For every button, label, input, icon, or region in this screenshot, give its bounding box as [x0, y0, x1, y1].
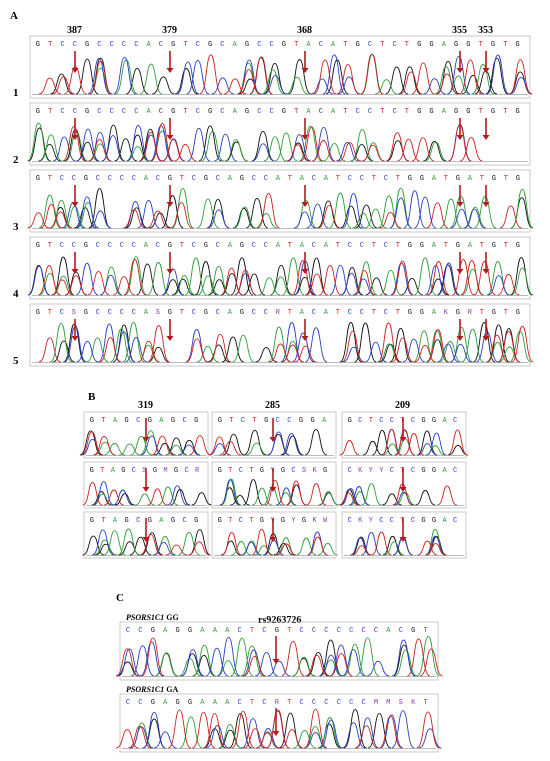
- panel-b-arrow: [399, 418, 407, 442]
- panel-a-arrow: [301, 319, 309, 341]
- panel-a-row-number: 5: [13, 355, 19, 367]
- panel-a-arrow: [456, 185, 464, 207]
- panel-b-position-label: 285: [265, 400, 280, 411]
- panel-a-arrow: [482, 252, 490, 274]
- panel-b-arrow: [142, 518, 150, 542]
- panel-a-position-label: 387: [67, 25, 82, 36]
- panel-a-arrow: [166, 185, 174, 207]
- panel-a-arrow: [482, 185, 490, 207]
- panel-b-trace-frame: [83, 411, 209, 459]
- panel-b-trace-frame: [341, 511, 467, 559]
- panel-b-arrow: [269, 418, 277, 442]
- panel-a-arrow: [71, 319, 79, 341]
- panel-c-trace-frame: [119, 621, 439, 681]
- panel-a-trace-frame: [29, 102, 531, 166]
- panel-a-trace-frame: [29, 169, 531, 233]
- panel-a-arrow: [71, 51, 79, 73]
- panel-a-arrow: [456, 252, 464, 274]
- panel-b-position-label: 319: [138, 400, 153, 411]
- panel-a-row-number: 3: [13, 221, 19, 233]
- panel-a-arrow: [301, 185, 309, 207]
- panel-c-letter: C: [116, 592, 124, 604]
- panel-a-arrow: [166, 319, 174, 341]
- panel-a-letter: A: [10, 10, 18, 22]
- panel-b-trace-frame: [341, 411, 467, 459]
- panel-a-position-label: 379: [162, 25, 177, 36]
- panel-a-arrow: [166, 51, 174, 73]
- panel-a-arrow: [482, 319, 490, 341]
- panel-c-arrow: [272, 636, 280, 664]
- panel-a-position-label: 368: [297, 25, 312, 36]
- panel-a-arrow: [456, 118, 464, 140]
- panel-a-position-label: 355: [452, 25, 467, 36]
- panel-a-arrow: [301, 51, 309, 73]
- panel-a: 387 379 368 355 353 G T C C G C C C C A C G T C G C A G C C G T A C A…: [13, 25, 534, 367]
- panel-c-sample-label: PSORS1C1 GG: [126, 613, 179, 622]
- panel-a-arrow: [482, 51, 490, 73]
- panel-b-trace-frame: [211, 411, 337, 459]
- panel-a-arrow: [482, 118, 490, 140]
- panel-a-arrow: [71, 252, 79, 274]
- panel-a-arrow: [301, 118, 309, 140]
- panel-b-trace-frame: [211, 461, 337, 509]
- panel-b-arrow: [269, 518, 277, 542]
- panel-b: 319285209GTAGCGAGCGGTCTGCCGGAGCTCCTCGGAC…: [79, 400, 468, 559]
- panel-a-trace-frame: [29, 236, 531, 300]
- panel-a-arrow: [301, 252, 309, 274]
- panel-a-position-label: 353: [478, 25, 493, 36]
- panel-b-trace-frame: [211, 511, 337, 559]
- panel-b-trace-frame: [83, 461, 209, 509]
- panel-c: rs9263726 PSORS1C1 GG C C G A G G A A A C T C G T C C C C C C…: [115, 613, 443, 753]
- panel-b-arrow: [269, 468, 277, 492]
- panel-a-arrow: [456, 51, 464, 73]
- panel-a-arrow: [166, 118, 174, 140]
- panel-c-trace-frame: [119, 693, 439, 753]
- panel-a-row-number: 4: [13, 288, 19, 300]
- panel-b-arrow: [399, 468, 407, 492]
- panel-a-arrow: [71, 185, 79, 207]
- panel-a-trace-frame: [29, 35, 531, 99]
- panel-c-arrow: [272, 708, 280, 736]
- panel-a-arrow: [456, 319, 464, 341]
- panel-a-arrow: [166, 252, 174, 274]
- panel-b-arrow: [399, 518, 407, 542]
- panel-b-letter: B: [88, 391, 96, 403]
- panel-b-arrow: [142, 468, 150, 492]
- panel-a-row-number: 1: [13, 87, 19, 99]
- panel-b-arrow: [142, 418, 150, 442]
- panel-a-row-number: 2: [13, 154, 19, 166]
- panel-a-trace-frame: [29, 303, 531, 367]
- panel-b-trace-frame: [341, 461, 467, 509]
- panel-b-trace-frame: [83, 511, 209, 559]
- panel-c-snp-label: rs9263726: [258, 615, 301, 626]
- panel-a-arrow: [71, 118, 79, 140]
- panel-b-position-label: 209: [395, 400, 410, 411]
- panel-c-sample-label: PSORS1C1 GA: [126, 685, 178, 694]
